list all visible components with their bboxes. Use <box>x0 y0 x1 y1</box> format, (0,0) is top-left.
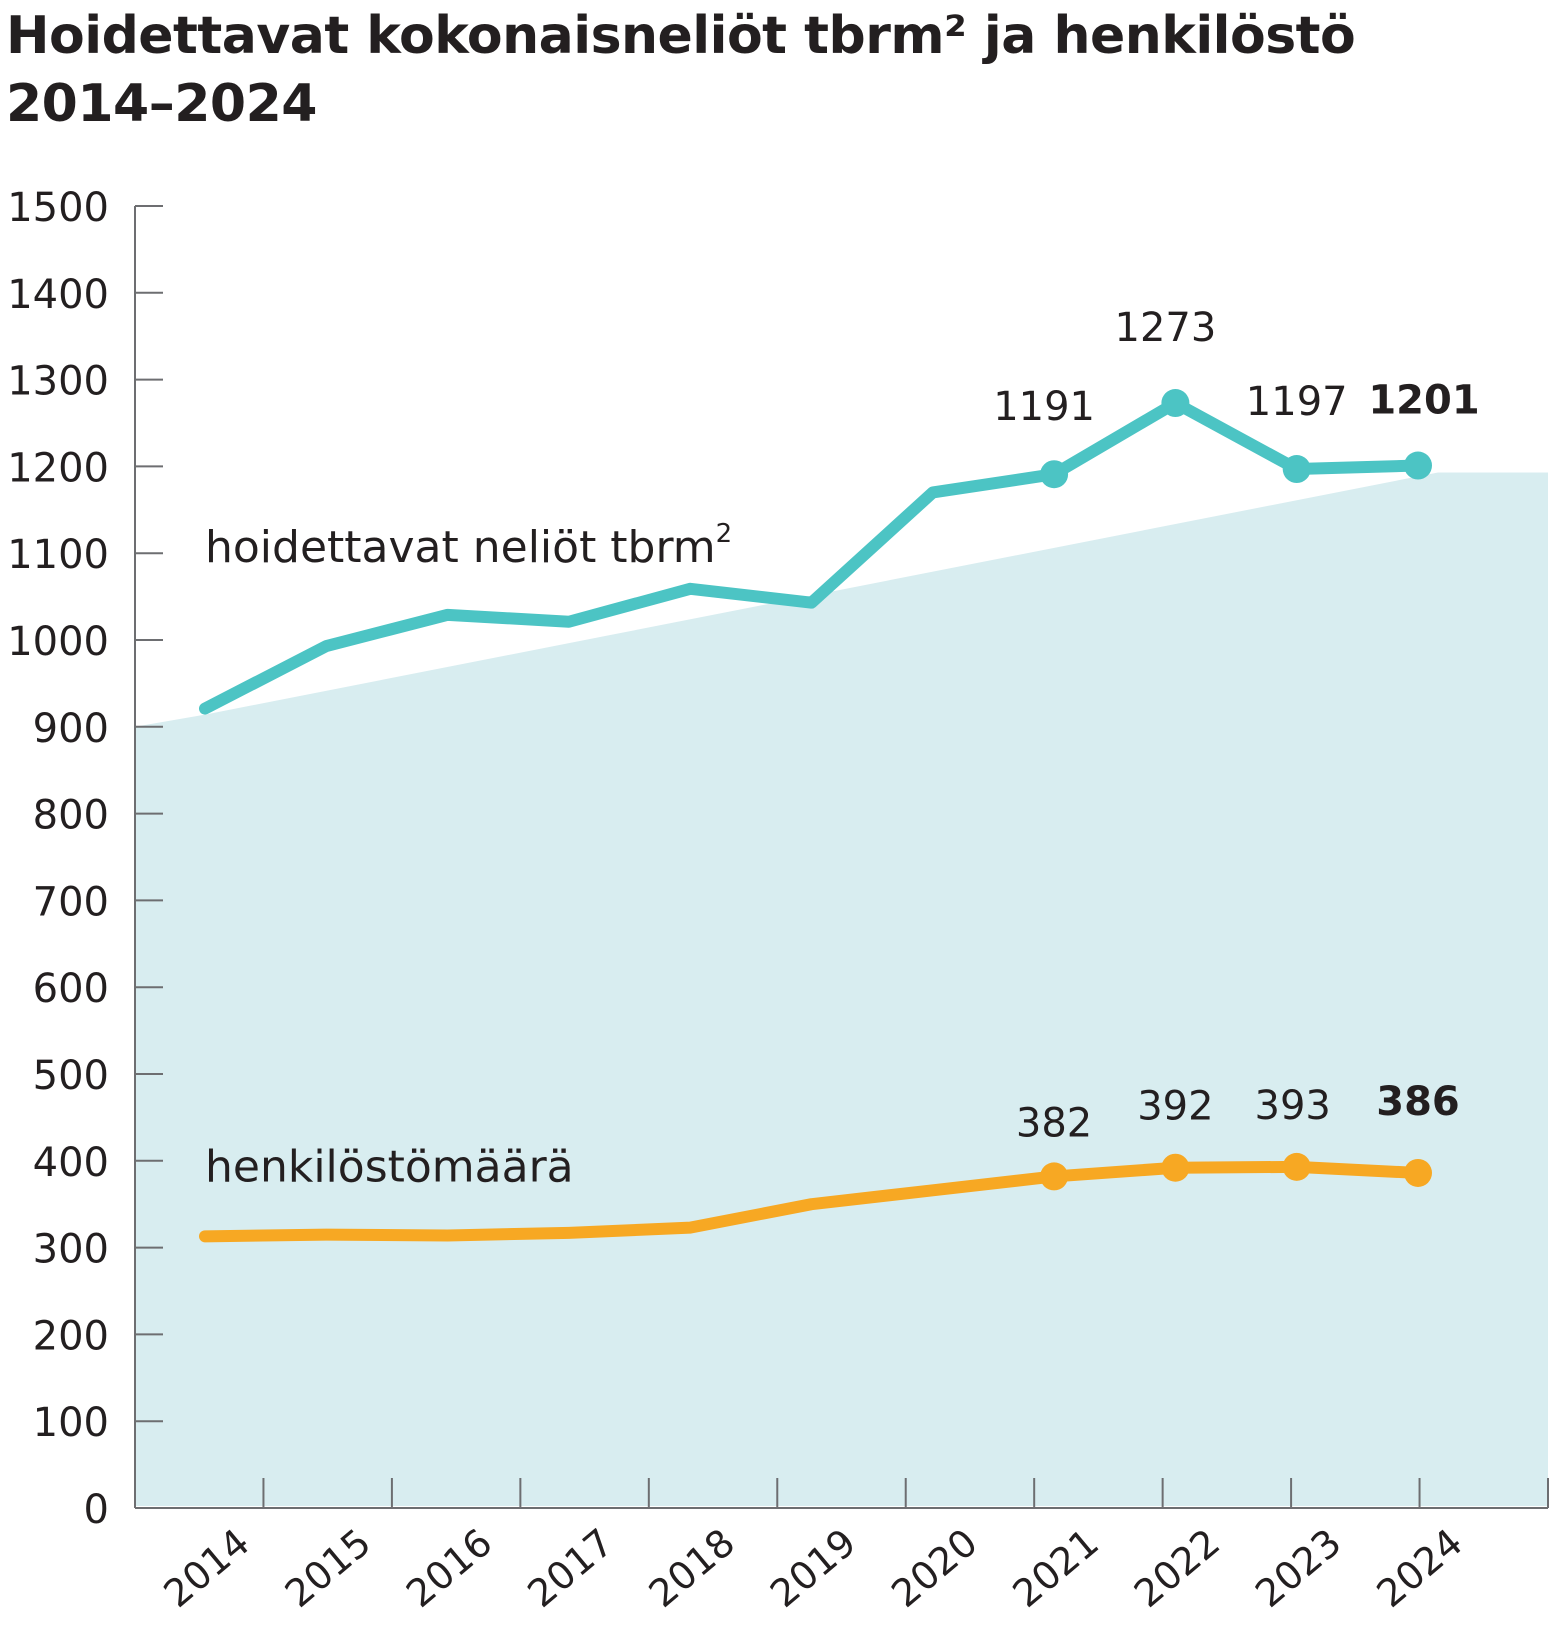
y-tick-label: 100 <box>33 1400 109 1446</box>
x-tick-label: 2017 <box>519 1520 621 1616</box>
series-marker <box>1404 1158 1432 1187</box>
background-area <box>135 472 1548 1506</box>
data-label: 1201 <box>1368 378 1479 424</box>
series-marker <box>1404 451 1432 480</box>
y-tick-label: 1200 <box>7 445 109 491</box>
x-tick-label: 2021 <box>1005 1520 1107 1616</box>
series-marker <box>1282 455 1311 484</box>
y-tick-label: 700 <box>33 879 109 925</box>
y-tick-label: 1000 <box>7 619 109 665</box>
y-tick-label: 900 <box>33 706 109 752</box>
series-marker <box>1040 1162 1069 1191</box>
y-tick-label: 500 <box>33 1053 109 1099</box>
series-marker <box>1161 389 1190 418</box>
series-line <box>199 1160 1424 1243</box>
y-tick-label: 1100 <box>7 532 109 578</box>
y-tick-label: 1400 <box>7 272 109 318</box>
y-tick-label: 200 <box>33 1313 109 1359</box>
series-label-superscript: 2 <box>716 519 733 549</box>
background-area-layer <box>135 472 1548 1506</box>
y-tick-label: 1300 <box>7 359 109 405</box>
chart-title: Hoidettavat kokonaisneliöt tbrm² ja henk… <box>6 2 1536 138</box>
x-tick-label: 2023 <box>1247 1520 1349 1616</box>
data-label: 1191 <box>993 384 1095 430</box>
series-marker <box>1161 1153 1190 1182</box>
x-tick-label: 2018 <box>641 1520 743 1616</box>
data-label: 386 <box>1376 1079 1460 1125</box>
y-tick-label: 600 <box>33 966 109 1012</box>
y-tick-label: 300 <box>33 1227 109 1273</box>
y-tick-label: 400 <box>33 1140 109 1186</box>
y-tick-label: 0 <box>84 1487 109 1533</box>
x-tick-label: 2019 <box>762 1520 864 1616</box>
y-tick-label: 1500 <box>7 185 109 231</box>
data-label: 393 <box>1255 1083 1331 1129</box>
series-marker <box>1040 460 1069 489</box>
x-tick-label: 2020 <box>883 1520 985 1616</box>
chart-title-line1: Hoidettavat kokonaisneliöt tbrm² ja henk… <box>6 6 1356 66</box>
series-marker <box>1282 1152 1311 1181</box>
x-tick-label: 2022 <box>1126 1520 1228 1616</box>
data-label: 392 <box>1137 1084 1213 1130</box>
x-tick-label: 2014 <box>155 1520 257 1616</box>
series-line <box>199 397 1424 715</box>
series-label: hoidettavat neliöt tbrm2 <box>205 519 732 573</box>
chart-title-line2: 2014–2024 <box>6 74 317 134</box>
x-tick-label: 2024 <box>1368 1520 1470 1616</box>
series-label-name: henkilöstömäärä <box>205 1142 574 1193</box>
series-layer <box>199 389 1432 1243</box>
data-label: 382 <box>1016 1100 1092 1146</box>
series-label-name: hoidettavat neliöt tbrm <box>205 522 716 573</box>
x-tick-label: 2015 <box>277 1520 379 1616</box>
x-tick-label: 2016 <box>398 1520 500 1616</box>
label-layer: 1191 1273 1197 1201 hoidettavat neliöt tbrm2… <box>205 305 1480 1193</box>
series-label: henkilöstömäärä <box>205 1142 574 1193</box>
data-label: 1273 <box>1115 305 1217 351</box>
y-tick-label: 800 <box>33 793 109 839</box>
data-label: 1197 <box>1246 379 1348 425</box>
